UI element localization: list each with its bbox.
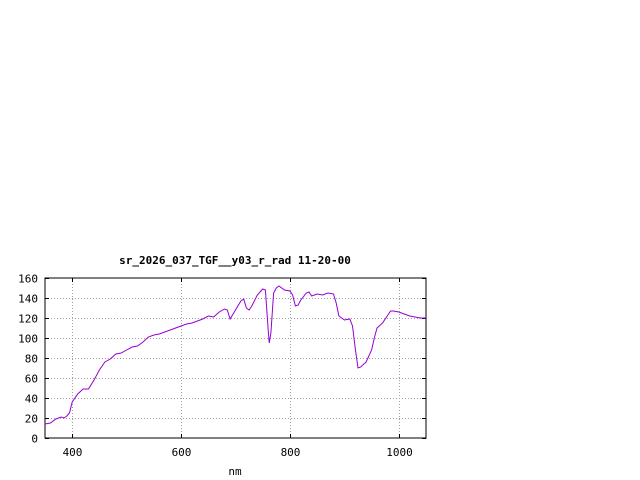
- y-tick-label: 40: [25, 393, 38, 406]
- axis-ticks: 0 20 40 60 80 100 120 140 160 400 600 800 1000: [18, 273, 426, 459]
- x-tick-label: 600: [172, 446, 192, 459]
- x-axis-label: nm: [228, 465, 242, 478]
- y-tick-label: 160: [18, 273, 38, 286]
- y-tick-label: 120: [18, 313, 38, 326]
- x-tick-label: 800: [281, 446, 301, 459]
- y-tick-label: 140: [18, 293, 38, 306]
- y-tick-label: 20: [25, 413, 38, 426]
- y-tick-label: 100: [18, 333, 38, 346]
- y-tick-label: 0: [31, 433, 38, 446]
- chart-title: sr_2026_037_TGF__y03_r_rad 11-20-00: [119, 254, 351, 267]
- y-tick-label: 80: [25, 353, 38, 366]
- series-layer: [44, 285, 426, 425]
- y-tick-label: 60: [25, 373, 38, 386]
- x-tick-label: 1000: [386, 446, 413, 459]
- series-line: [44, 285, 426, 425]
- x-tick-label: 400: [63, 446, 83, 459]
- grid-lines: [45, 278, 426, 438]
